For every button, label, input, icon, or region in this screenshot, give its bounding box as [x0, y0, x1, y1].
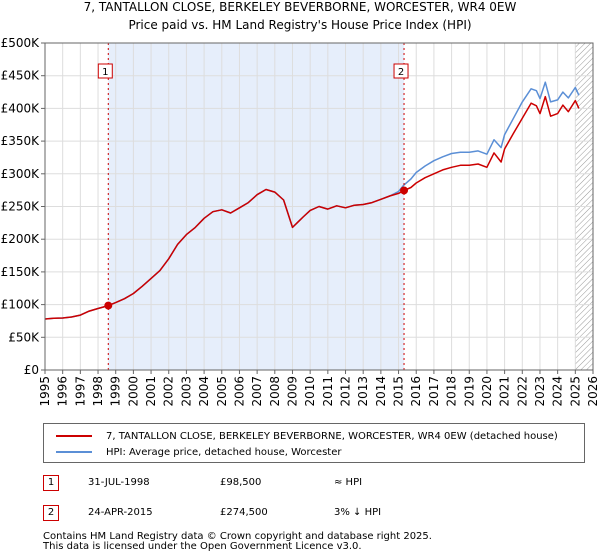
sale-price: £98,500 [220, 477, 262, 488]
x-tick-label: 2006 [232, 376, 246, 407]
x-tick-label: 2025 [568, 376, 582, 407]
legend-line-hpi [56, 451, 92, 453]
x-tick-label: 2026 [586, 376, 600, 407]
x-tick-label: 2015 [392, 376, 406, 407]
x-tick-label: 2003 [179, 376, 193, 407]
sale-1-flag [97, 63, 113, 79]
x-tick-label: 2017 [427, 376, 441, 407]
x-tick-label: 2002 [162, 376, 176, 407]
x-tick-label: 2011 [321, 376, 335, 407]
sale-row-1: 1 31-JUL-1998 £98,500 ≈ HPI [43, 475, 585, 493]
legend-item-hpi: HPI: Average price, detached house, Worc… [56, 445, 341, 459]
legend: 7, TANTALLON CLOSE, BERKELEY BEVERBORNE,… [43, 423, 585, 463]
footer-copyright: Contains HM Land Registry data © Crown c… [43, 531, 432, 542]
legend-item-property: 7, TANTALLON CLOSE, BERKELEY BEVERBORNE,… [56, 429, 558, 443]
sale-price: £274,500 [220, 507, 268, 518]
x-tick-label: 2021 [498, 376, 512, 407]
x-tick-label: 1999 [109, 376, 123, 407]
x-tick-label: 2005 [215, 376, 229, 407]
sale-badge: 1 [43, 475, 59, 491]
y-tick-label: £50K [8, 330, 40, 344]
x-tick-label: 2009 [285, 376, 299, 407]
sale-hpi-relation: 3% ↓ HPI [334, 507, 382, 518]
x-tick-label: 1995 [38, 376, 52, 407]
x-tick-label: 2016 [409, 376, 423, 407]
y-tick-label: £350K [1, 134, 41, 148]
y-tick-label: £500K [1, 36, 41, 50]
sale-date: 31-JUL-1998 [88, 477, 150, 488]
y-tick-label: £300K [1, 167, 41, 181]
legend-label-hpi: HPI: Average price, detached house, Worc… [106, 446, 342, 458]
chart-title: 7, TANTALLON CLOSE, BERKELEY BEVERBORNE,… [84, 0, 517, 14]
x-tick-label: 2000 [126, 376, 140, 407]
x-tick-label: 2001 [144, 376, 158, 407]
footer-licence: This data is licensed under the Open Gov… [43, 541, 362, 552]
x-tick-label: 2007 [250, 376, 264, 407]
sale-2-flag-label: 2 [398, 67, 404, 78]
sale-date: 24-APR-2015 [88, 507, 153, 518]
y-tick-label: £450K [1, 69, 41, 83]
x-tick-label: 1998 [91, 376, 105, 407]
sale-2-flag [393, 63, 409, 79]
price-chart: 7, TANTALLON CLOSE, BERKELEY BEVERBORNE,… [1, 0, 600, 407]
x-tick-label: 1996 [56, 376, 70, 407]
x-tick-label: 2014 [374, 376, 388, 407]
x-tick-label: 2008 [268, 376, 282, 407]
x-tick-label: 2024 [551, 376, 565, 407]
sale-badge: 2 [43, 505, 59, 521]
x-tick-label: 2018 [445, 376, 459, 407]
x-tick-label: 2023 [533, 376, 547, 407]
y-tick-label: £0 [24, 363, 39, 377]
chart-subtitle: Price paid vs. HM Land Registry's House … [128, 18, 471, 32]
sale-1-flag-label: 1 [102, 67, 108, 78]
legend-label-property: 7, TANTALLON CLOSE, BERKELEY BEVERBORNE,… [106, 430, 558, 442]
sale-1-point [104, 301, 113, 310]
x-tick-label: 2019 [462, 376, 476, 407]
x-tick-label: 2020 [480, 376, 494, 407]
y-tick-label: £200K [1, 232, 41, 246]
x-tick-label: 2012 [339, 376, 353, 407]
x-tick-label: 2004 [197, 376, 211, 407]
y-tick-label: £150K [1, 265, 41, 279]
x-tick-label: 2013 [356, 376, 370, 407]
legend-line-property [56, 435, 92, 437]
y-tick-label: £400K [1, 101, 41, 115]
x-tick-label: 1997 [73, 376, 87, 407]
sale-2-point [400, 186, 409, 195]
sale-hpi-relation: ≈ HPI [334, 477, 363, 488]
series-line-property [44, 95, 580, 320]
footer: Contains HM Land Registry data © Crown c… [43, 532, 432, 552]
y-tick-label: £250K [1, 200, 41, 214]
sale-row-2: 2 24-APR-2015 £274,500 3% ↓ HPI [43, 505, 585, 523]
x-tick-label: 2022 [515, 376, 529, 407]
y-tick-label: £100K [1, 298, 41, 312]
x-tick-label: 2010 [303, 376, 317, 407]
